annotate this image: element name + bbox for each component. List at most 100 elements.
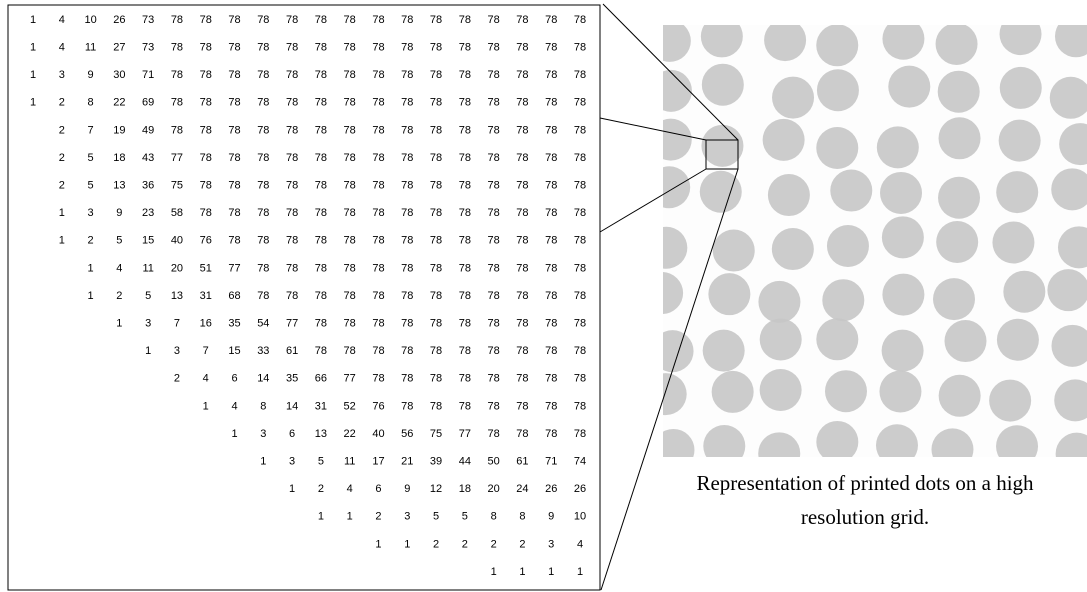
cell: 78 [344, 290, 356, 302]
cell: 78 [257, 207, 269, 219]
cell: 78 [171, 124, 183, 136]
dot [830, 169, 873, 212]
cell: 78 [286, 262, 298, 274]
cell: 78 [430, 235, 442, 247]
cell: 26 [545, 483, 557, 495]
cell: 78 [315, 42, 327, 54]
cell: 78 [574, 69, 586, 81]
cell: 24 [516, 483, 528, 495]
cell: 78 [200, 207, 212, 219]
cell: 78 [344, 180, 356, 192]
dot [998, 119, 1041, 162]
cell: 78 [459, 290, 471, 302]
cell: 9 [404, 483, 410, 495]
dot [824, 370, 867, 413]
cell: 78 [257, 14, 269, 26]
cell: 8 [519, 511, 525, 523]
cell: 77 [228, 262, 240, 274]
cell: 4 [203, 373, 209, 385]
dot [882, 25, 925, 60]
cell: 3 [260, 428, 266, 440]
dot [816, 318, 859, 361]
dot [881, 329, 924, 372]
cell: 2 [59, 97, 65, 109]
cell: 78 [315, 235, 327, 247]
cell: 78 [545, 290, 557, 302]
cell: 78 [401, 318, 413, 330]
cell: 78 [459, 69, 471, 81]
cell: 78 [488, 97, 500, 109]
cell: 78 [372, 152, 384, 164]
cell: 78 [228, 235, 240, 247]
cell: 1 [116, 318, 122, 330]
cell: 78 [488, 290, 500, 302]
cell: 2 [174, 373, 180, 385]
cell: 69 [142, 97, 154, 109]
cell: 78 [459, 235, 471, 247]
cell: 78 [430, 345, 442, 357]
cell: 15 [228, 345, 240, 357]
cell: 78 [574, 345, 586, 357]
cell: 1 [491, 566, 497, 578]
cell: 78 [315, 97, 327, 109]
cell: 78 [488, 180, 500, 192]
cell: 1 [203, 400, 209, 412]
cell: 78 [401, 69, 413, 81]
cell: 78 [545, 180, 557, 192]
dot [816, 69, 859, 112]
cell: 30 [113, 69, 125, 81]
cell: 78 [171, 42, 183, 54]
cell: 2 [59, 152, 65, 164]
cell: 78 [516, 290, 528, 302]
cell: 78 [228, 124, 240, 136]
cell: 78 [315, 290, 327, 302]
cell: 3 [548, 538, 554, 550]
dot [879, 370, 922, 413]
cell: 78 [574, 124, 586, 136]
cell: 78 [200, 124, 212, 136]
cell: 7 [203, 345, 209, 357]
cell: 22 [344, 428, 356, 440]
cell: 3 [88, 207, 94, 219]
cell: 78 [430, 262, 442, 274]
cell: 49 [142, 124, 154, 136]
cell: 78 [228, 42, 240, 54]
cell: 78 [372, 69, 384, 81]
cell: 71 [545, 456, 557, 468]
cell: 23 [142, 207, 154, 219]
cell: 78 [286, 207, 298, 219]
cell: 4 [231, 400, 237, 412]
cell: 78 [459, 14, 471, 26]
matrix: 1 4 10 26 73 78 78 78 78 78 78 78 78 78 78 78 78 78 78 781 4… [30, 14, 586, 578]
cell: 20 [171, 262, 183, 274]
cell: 78 [488, 69, 500, 81]
cell: 3 [145, 318, 151, 330]
cell: 78 [286, 124, 298, 136]
cell: 78 [574, 290, 586, 302]
cell: 78 [488, 262, 500, 274]
cell: 3 [289, 456, 295, 468]
cell: 1 [30, 14, 36, 26]
cell: 78 [228, 69, 240, 81]
cell: 10 [574, 511, 586, 523]
cell: 78 [459, 373, 471, 385]
cell: 2 [59, 180, 65, 192]
dot [996, 171, 1039, 214]
dot [933, 278, 976, 321]
cell: 78 [401, 290, 413, 302]
cell: 26 [113, 14, 125, 26]
dot [999, 25, 1042, 56]
cell: 26 [574, 483, 586, 495]
dot [996, 425, 1039, 457]
cell: 1 [404, 538, 410, 550]
cell: 7 [174, 318, 180, 330]
cell: 36 [142, 180, 154, 192]
dot [875, 424, 918, 457]
dot [759, 369, 802, 412]
dot [881, 216, 924, 259]
cell: 1 [88, 290, 94, 302]
zoom-line [600, 168, 739, 591]
cell: 8 [260, 400, 266, 412]
dot [1047, 269, 1087, 312]
